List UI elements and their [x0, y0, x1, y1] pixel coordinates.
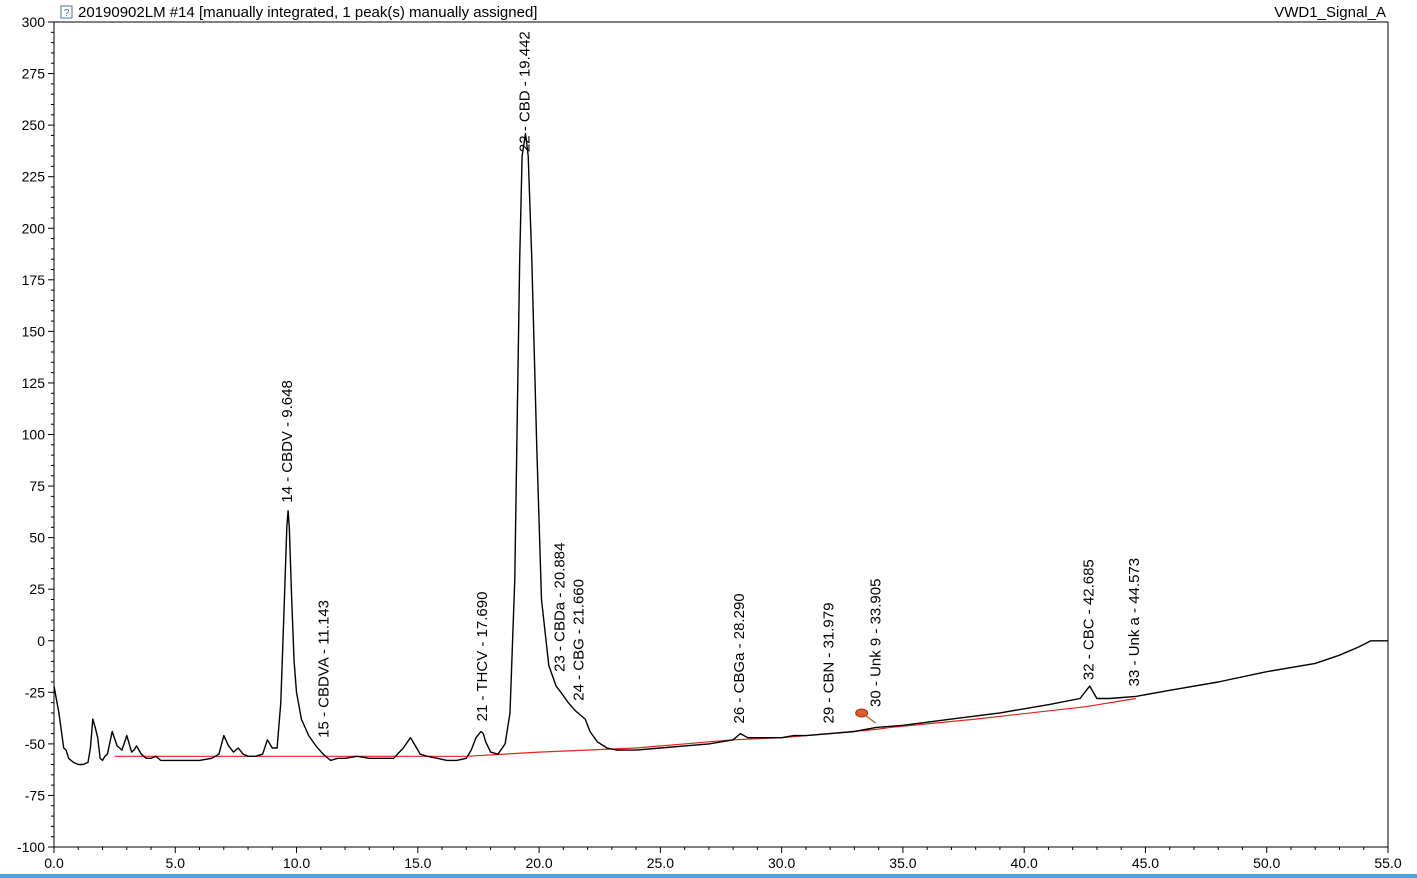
peak-label: 32 - CBC - 42.685 [1080, 559, 1097, 680]
peak-label: 33 - Unk a - 44.573 [1126, 558, 1143, 686]
y-tick-label: -75 [25, 787, 45, 803]
signal-trace [53, 132, 1388, 766]
y-axis: -100 -75 -50 -25 0 25 50 75 100 125 150 175 200 225 25… [17, 14, 54, 855]
peak-label: 21 - THCV - 17.690 [474, 592, 491, 722]
y-tick-label: 125 [22, 375, 46, 391]
manual-assignment-marker [855, 708, 869, 718]
x-tick-label: 50.0 [1253, 855, 1280, 871]
header: ? 20190902LM #14 [manually integrated, 1… [60, 4, 1386, 21]
sample-info-text: 20190902LM #14 [manually integrated, 1 p… [78, 4, 537, 21]
x-tick-label: 30.0 [768, 855, 795, 871]
y-tick-label: 275 [22, 66, 46, 82]
svg-text:?: ? [64, 8, 70, 19]
x-tick-label: 20.0 [525, 855, 552, 871]
peak-label: 26 - CBGa - 28.290 [731, 593, 748, 723]
y-tick-label: 175 [22, 272, 46, 288]
peak-label-layer: 14 - CBDV - 9.648 15 - CBDVA - 11.143 21 -… [279, 31, 1143, 738]
marker-layer [855, 708, 877, 724]
peak-label: 24 - CBG - 21.660 [570, 579, 587, 701]
signal-name-text: VWD1_Signal_A [1274, 4, 1386, 21]
x-axis: 0.0 5.0 10.0 15.0 20.0 25.0 30.0 35.0 40.0 45.0 50… [44, 847, 1402, 871]
x-tick-label: 5.0 [166, 855, 186, 871]
y-tick-label: 0 [37, 633, 45, 649]
y-tick-label: -50 [25, 736, 45, 752]
y-tick-label: 25 [29, 581, 45, 597]
y-tick-label: 50 [29, 530, 45, 546]
y-tick-label: 150 [22, 323, 46, 339]
peak-label: 23 - CBDa - 20.884 [552, 543, 569, 672]
peak-label: 29 - CBN - 31.979 [821, 603, 838, 724]
plot-area [53, 21, 1389, 848]
y-tick-label: -100 [17, 839, 45, 855]
peak-label: 30 - Unk 9 - 33.905 [867, 579, 884, 707]
info-icon[interactable]: ? [60, 5, 73, 19]
y-tick-label: 100 [22, 427, 46, 443]
y-tick-label: -25 [25, 684, 45, 700]
peak-label: 15 - CBDVA - 11.143 [315, 600, 332, 738]
trace-layer [53, 132, 1388, 766]
y-tick-label: 225 [22, 169, 46, 185]
x-tick-label: 15.0 [404, 855, 431, 871]
y-tick-label: 200 [22, 220, 46, 236]
x-tick-label: 40.0 [1011, 855, 1038, 871]
x-tick-label: 10.0 [283, 855, 310, 871]
y-tick-label: 75 [29, 478, 45, 494]
x-tick-label: 0.0 [44, 855, 64, 871]
y-tick-label: 300 [22, 14, 46, 30]
y-tick-label: 250 [22, 117, 46, 133]
x-tick-label: 25.0 [647, 855, 674, 871]
bottom-bar [0, 874, 1417, 878]
peak-label: 14 - CBDV - 9.648 [279, 380, 296, 503]
peak-label: 22 - CBD - 19.442 [517, 31, 534, 152]
x-tick-label: 35.0 [889, 855, 916, 871]
x-tick-label: 45.0 [1132, 855, 1159, 871]
x-tick-label: 55.0 [1374, 855, 1401, 871]
